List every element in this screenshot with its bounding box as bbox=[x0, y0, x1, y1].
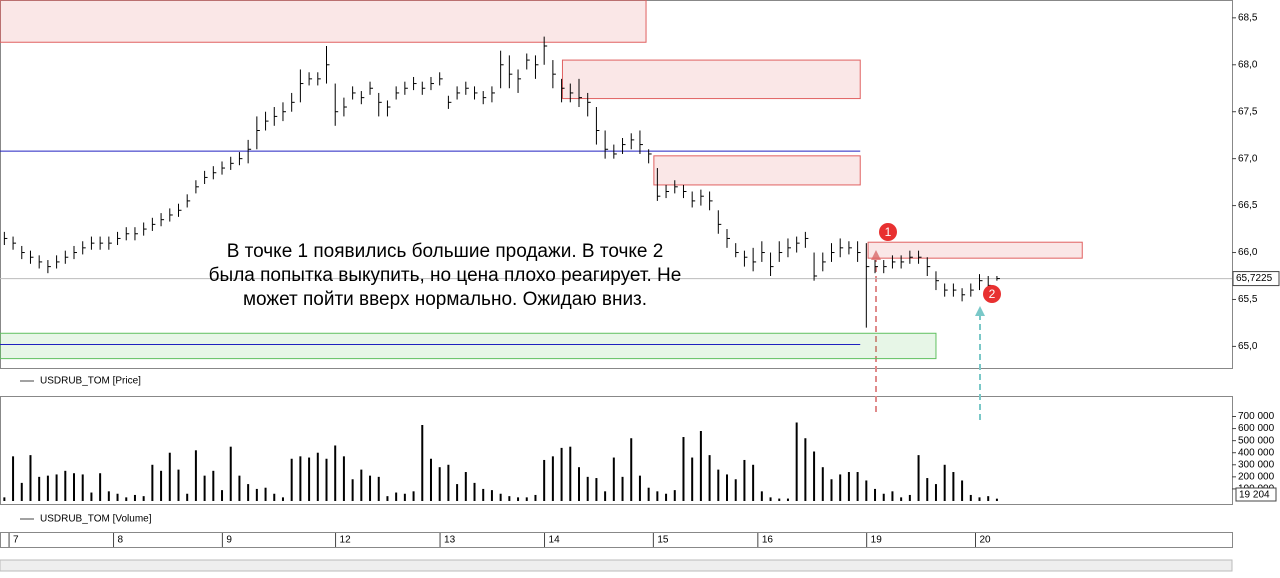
x-tick-label: 20 bbox=[980, 535, 992, 546]
x-tick-label: 9 bbox=[226, 535, 232, 546]
x-tick-label: 12 bbox=[340, 535, 352, 546]
arrow-head bbox=[871, 250, 881, 260]
y-tick-label: 600 000 bbox=[1238, 423, 1275, 434]
annotation: В точке 1 появились большие продажи. В т… bbox=[227, 241, 664, 262]
y-tick-label: 400 000 bbox=[1238, 447, 1275, 458]
x-tick-label: 16 bbox=[762, 535, 774, 546]
x-tick-label: 8 bbox=[118, 535, 124, 546]
y-tick-label: 68,5 bbox=[1238, 12, 1258, 23]
marker bbox=[879, 223, 897, 241]
x-tick-label: 19 bbox=[871, 535, 883, 546]
zone bbox=[0, 0, 647, 43]
annotation: была попытка выкупить, но цена плохо реа… bbox=[209, 265, 682, 286]
last-volume-label: 19 204 bbox=[1239, 490, 1270, 501]
y-tick-label: 65,0 bbox=[1238, 341, 1258, 352]
y-tick-label: 700 000 bbox=[1238, 411, 1275, 422]
last-volume-box bbox=[1235, 487, 1277, 502]
zone bbox=[0, 332, 937, 360]
marker-label: 2 bbox=[989, 287, 996, 301]
y-tick-label: 67,5 bbox=[1238, 106, 1258, 117]
y-tick-label: 65,5 bbox=[1238, 294, 1258, 305]
y-tick-label: 300 000 bbox=[1238, 459, 1275, 470]
legend-price: USDRUB_TOM [Price] bbox=[40, 376, 141, 387]
last-price-label: 65,7225 bbox=[1236, 273, 1273, 284]
scrollbar bbox=[0, 559, 1233, 572]
x-tick-label: 15 bbox=[657, 535, 669, 546]
last-price-box bbox=[1232, 271, 1280, 287]
marker-label: 1 bbox=[885, 225, 892, 239]
zone bbox=[867, 241, 1083, 259]
zone bbox=[561, 59, 861, 100]
date-axis bbox=[0, 532, 1233, 548]
x-tick-label: 7 bbox=[13, 535, 19, 546]
y-tick-label: 66,5 bbox=[1238, 200, 1258, 211]
zone bbox=[653, 155, 861, 186]
y-tick-label: 68,0 bbox=[1238, 59, 1258, 70]
price-panel bbox=[0, 0, 1233, 369]
annotation: может пойти вверх нормально. Ожидаю вниз… bbox=[243, 289, 647, 310]
x-tick-label: 13 bbox=[444, 535, 456, 546]
marker bbox=[983, 285, 1001, 303]
y-tick-label: 66,0 bbox=[1238, 247, 1258, 258]
y-tick-label: 67,0 bbox=[1238, 153, 1258, 164]
y-tick-label: 200 000 bbox=[1238, 471, 1275, 482]
legend-volume: USDRUB_TOM [Volume] bbox=[40, 514, 152, 525]
y-tick-label: 500 000 bbox=[1238, 435, 1275, 446]
arrow-head bbox=[975, 306, 985, 316]
volume-panel bbox=[0, 396, 1233, 505]
x-tick-label: 14 bbox=[549, 535, 561, 546]
